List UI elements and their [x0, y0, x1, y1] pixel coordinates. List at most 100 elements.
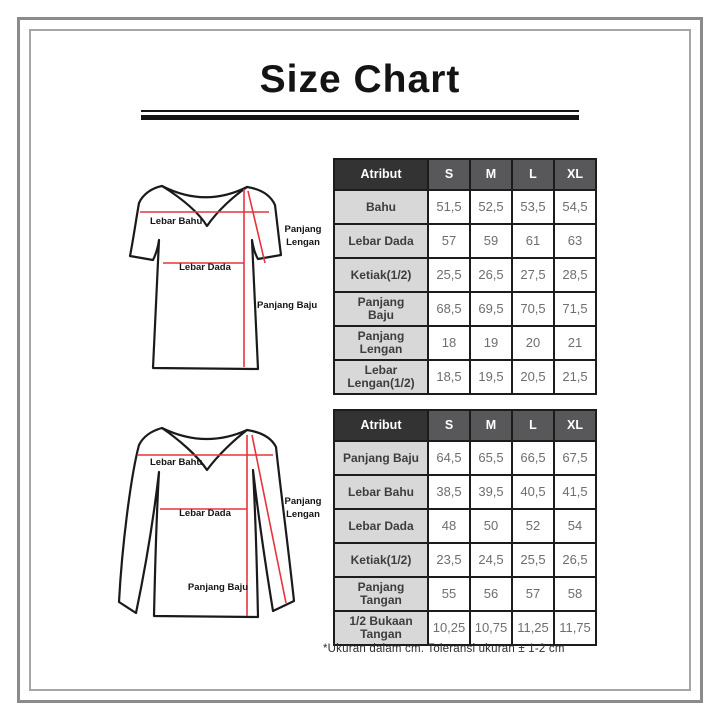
v-neckline: [160, 184, 249, 228]
divider-thick-line: [141, 115, 579, 120]
column-header-size-m: M: [469, 158, 513, 191]
attribute-label-cell: Lebar Dada: [333, 508, 429, 544]
size-table-short-sleeve: Atribut S M L XL Bahu 51,5 52,5 53,5 54,5 Lebar Da…: [333, 158, 597, 395]
divider-thin-line: [141, 110, 579, 112]
attribute-label-cell: Panjang Lengan: [333, 325, 429, 361]
measurement-value-cell: 39,5: [469, 474, 513, 510]
measurement-value-cell: 25,5: [511, 542, 555, 578]
table-row: Lebar Lengan(1/2) 18,5 19,5 20,5 21,5: [333, 359, 597, 395]
measurement-value-cell: 18: [427, 325, 471, 361]
table-header-row: Atribut S M L XL: [333, 158, 597, 191]
panjang-baju-label: Panjang Baju: [257, 300, 317, 311]
measurement-value-cell: 10,25: [427, 610, 471, 646]
measurement-value-cell: 21: [553, 325, 597, 361]
shirt-outline: [128, 184, 283, 371]
measurement-value-cell: 28,5: [553, 257, 597, 293]
measurement-value-cell: 56: [469, 576, 513, 612]
attribute-label-cell: Panjang Baju: [333, 291, 429, 327]
measurement-value-cell: 58: [553, 576, 597, 612]
lebar-dada-label: Lebar Dada: [179, 508, 231, 519]
measurement-value-cell: 52: [511, 508, 555, 544]
shirt-outline: [117, 426, 296, 619]
measurement-value-cell: 41,5: [553, 474, 597, 510]
page-title: Size Chart: [259, 58, 461, 101]
table-header-row: Atribut S M L XL: [333, 409, 597, 442]
long-sleeve-shirt-diagram: Lebar Bahu Lebar Dada Panjang Lengan Pan…: [117, 426, 322, 619]
panjang-baju-label: Panjang Baju: [188, 582, 248, 593]
measurement-value-cell: 11,75: [553, 610, 597, 646]
lebar-bahu-label: Lebar Bahu: [150, 457, 202, 468]
v-neckline: [160, 426, 249, 472]
column-header-size-xl: XL: [553, 158, 597, 191]
footnote: *Ukuran dalam cm. Toleransi ukuran ± 1-2…: [323, 643, 565, 655]
table-row: 1/2 Bukaan Tangan 10,25 10,75 11,25 11,75: [333, 610, 597, 646]
measurement-value-cell: 52,5: [469, 189, 513, 225]
attribute-label-cell: Lebar Bahu: [333, 474, 429, 510]
table-row: Panjang Baju 64,5 65,5 66,5 67,5: [333, 440, 597, 476]
panjang-lengan-line: [251, 434, 287, 604]
measurement-value-cell: 54: [553, 508, 597, 544]
lebar-bahu-label: Lebar Bahu: [150, 216, 202, 227]
column-header-size-m: M: [469, 409, 513, 442]
measurement-value-cell: 20,5: [511, 359, 555, 395]
measurement-value-cell: 21,5: [553, 359, 597, 395]
measurement-value-cell: 71,5: [553, 291, 597, 327]
table-row: Panjang Baju 68,5 69,5 70,5 71,5: [333, 291, 597, 327]
table-row: Lebar Dada 57 59 61 63: [333, 223, 597, 259]
attribute-label-cell: Bahu: [333, 189, 429, 225]
column-header-size-s: S: [427, 158, 471, 191]
measurement-value-cell: 18,5: [427, 359, 471, 395]
measurement-value-cell: 38,5: [427, 474, 471, 510]
column-header-size-l: L: [511, 158, 555, 191]
measurement-value-cell: 11,25: [511, 610, 555, 646]
lebar-dada-label: Lebar Dada: [179, 262, 231, 273]
column-header-atribut: Atribut: [333, 409, 429, 442]
measurement-value-cell: 27,5: [511, 257, 555, 293]
table-row: Ketiak(1/2) 25,5 26,5 27,5 28,5: [333, 257, 597, 293]
table-row: Lebar Bahu 38,5 39,5 40,5 41,5: [333, 474, 597, 510]
measurement-value-cell: 40,5: [511, 474, 555, 510]
attribute-label-cell: Lebar Dada: [333, 223, 429, 259]
panjang-lengan-label-line2: Lengan: [286, 237, 320, 248]
column-header-size-s: S: [427, 409, 471, 442]
attribute-label-cell: Panjang Tangan: [333, 576, 429, 612]
panjang-lengan-line: [247, 190, 266, 264]
measurement-value-cell: 10,75: [469, 610, 513, 646]
attribute-label-cell: Panjang Baju: [333, 440, 429, 476]
measurement-value-cell: 48: [427, 508, 471, 544]
measurement-value-cell: 20: [511, 325, 555, 361]
measurement-value-cell: 25,5: [427, 257, 471, 293]
measurement-value-cell: 66,5: [511, 440, 555, 476]
title-divider: [141, 110, 579, 120]
column-header-size-xl: XL: [553, 409, 597, 442]
attribute-label-cell: Lebar Lengan(1/2): [333, 359, 429, 395]
measurement-value-cell: 64,5: [427, 440, 471, 476]
attribute-label-cell: Ketiak(1/2): [333, 257, 429, 293]
measurement-value-cell: 26,5: [553, 542, 597, 578]
table-row: Ketiak(1/2) 23,5 24,5 25,5 26,5: [333, 542, 597, 578]
measurement-value-cell: 67,5: [553, 440, 597, 476]
measurement-value-cell: 24,5: [469, 542, 513, 578]
table-row: Bahu 51,5 52,5 53,5 54,5: [333, 189, 597, 225]
measurement-value-cell: 59: [469, 223, 513, 259]
table-row: Panjang Tangan 55 56 57 58: [333, 576, 597, 612]
measurement-value-cell: 55: [427, 576, 471, 612]
attribute-label-cell: Ketiak(1/2): [333, 542, 429, 578]
table-row: Lebar Dada 48 50 52 54: [333, 508, 597, 544]
measurement-value-cell: 53,5: [511, 189, 555, 225]
measurement-value-cell: 65,5: [469, 440, 513, 476]
measurement-value-cell: 19,5: [469, 359, 513, 395]
measurement-value-cell: 61: [511, 223, 555, 259]
measurement-value-cell: 68,5: [427, 291, 471, 327]
panjang-lengan-label-line1: Panjang: [285, 496, 322, 507]
measurement-value-cell: 51,5: [427, 189, 471, 225]
panjang-lengan-label-line2: Lengan: [286, 509, 320, 520]
table-row: Panjang Lengan 18 19 20 21: [333, 325, 597, 361]
column-header-atribut: Atribut: [333, 158, 429, 191]
measurement-value-cell: 70,5: [511, 291, 555, 327]
measurement-value-cell: 19: [469, 325, 513, 361]
column-header-size-l: L: [511, 409, 555, 442]
measurement-value-cell: 63: [553, 223, 597, 259]
measurement-value-cell: 57: [511, 576, 555, 612]
